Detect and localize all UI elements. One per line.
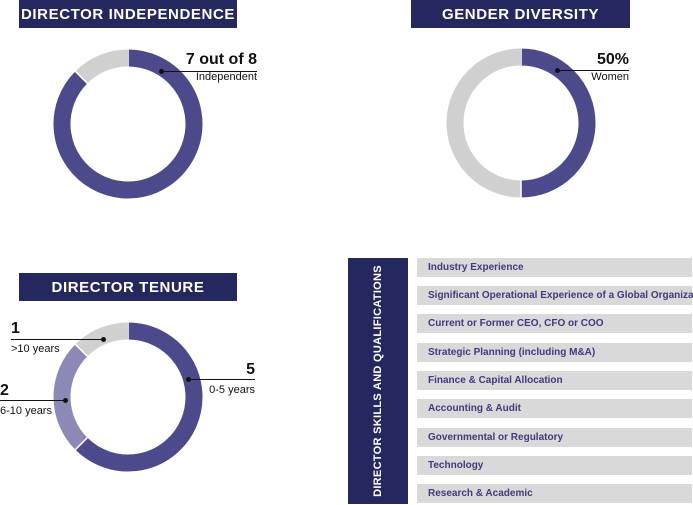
- tenure-leader-1: [11, 339, 103, 340]
- skill-item: Accounting & Audit: [417, 399, 692, 418]
- donut-slice: [75, 322, 203, 472]
- skills-title: DIRECTOR SKILLS AND QUALIFICATIONS: [372, 265, 384, 497]
- independence-annotation: 7 out of 8 Independent: [186, 52, 257, 83]
- skill-item: Technology: [417, 456, 692, 475]
- tenure-leader-2: [0, 400, 65, 401]
- tenure-annotation-1: 1 >10 years: [11, 321, 60, 355]
- gender-label: Women: [591, 71, 629, 83]
- independence-leader-dot: [159, 69, 164, 74]
- slice-separator: [74, 343, 88, 357]
- independence-label: Independent: [195, 71, 257, 83]
- gender-annotation: 50% Women: [591, 52, 629, 83]
- tenure-annotation-3: 5 0-5 years: [209, 362, 255, 396]
- independence-leader: [161, 71, 257, 72]
- skill-item: Finance & Capital Allocation: [417, 371, 692, 390]
- skill-item: Governmental or Regulatory: [417, 428, 692, 447]
- donut-slice: [75, 49, 129, 84]
- donut-slice: [75, 322, 129, 357]
- slice-separator: [74, 437, 88, 451]
- tenure-label-3: 0-5 years: [209, 384, 255, 396]
- slice-separator: [74, 70, 88, 84]
- tenure-label-2: 6-10 years: [0, 405, 52, 417]
- donut-slice: [53, 49, 203, 199]
- skill-item: Industry Experience: [417, 258, 692, 277]
- tenure-annotation-2: 2 6-10 years: [0, 383, 52, 417]
- gender-leader: [557, 70, 629, 71]
- tenure-value-2: 2: [0, 382, 9, 399]
- tenure-value-1: 1: [11, 320, 20, 337]
- independence-value: 7 out of 8: [185, 51, 257, 68]
- skills-title-bar: DIRECTOR SKILLS AND QUALIFICATIONS: [348, 258, 408, 504]
- tenure-value-3: 5: [246, 361, 255, 378]
- donut-slice: [520, 48, 596, 198]
- tenure-leader-dot-1: [101, 337, 106, 342]
- tenure-leader-dot-2: [63, 398, 68, 403]
- tenure-title: DIRECTOR TENURE: [19, 273, 237, 301]
- donut-slice: [53, 344, 88, 450]
- tenure-label-1: >10 years: [11, 343, 60, 355]
- gender-title: GENDER DIVERSITY: [411, 0, 630, 28]
- independence-title: DIRECTOR INDEPENDENCE: [19, 0, 237, 28]
- skill-item: Significant Operational Experience of a …: [417, 286, 693, 305]
- skill-item: Research & Academic: [417, 484, 692, 503]
- gender-leader-dot: [555, 68, 560, 73]
- gender-value: 50%: [596, 51, 629, 68]
- skill-item: Strategic Planning (including M&A): [417, 343, 692, 362]
- skill-item: Current or Former CEO, CFO or COO: [417, 314, 692, 333]
- donut-slice: [446, 48, 522, 198]
- tenure-leader-3: [188, 379, 255, 380]
- tenure-leader-dot-3: [186, 377, 191, 382]
